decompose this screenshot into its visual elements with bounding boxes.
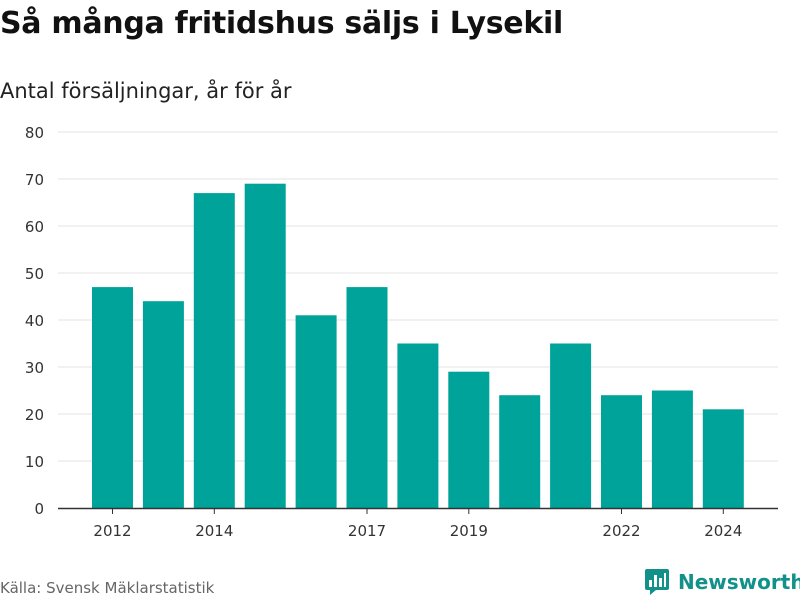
chart-title: Så många fritidshus säljs i Lysekil: [0, 6, 563, 41]
bar: [448, 371, 490, 508]
x-tick-label: 2012: [93, 522, 131, 540]
bar: [142, 301, 184, 508]
y-tick-label: 20: [25, 406, 44, 424]
y-tick-label: 80: [25, 124, 44, 142]
bar: [92, 287, 133, 508]
y-tick-label: 10: [25, 453, 44, 471]
x-tick-label: 2022: [602, 522, 640, 540]
bar: [397, 343, 439, 508]
bar: [193, 193, 235, 508]
x-tick-label: 2017: [348, 522, 386, 540]
bar: [550, 343, 592, 508]
y-tick-label: 70: [25, 171, 44, 189]
bar: [295, 315, 337, 508]
x-tick-label: 2019: [450, 522, 488, 540]
y-tick-label: 40: [25, 312, 44, 330]
y-tick-label: 50: [25, 265, 44, 283]
brand-logo: Newsworthy: [644, 568, 800, 596]
bar: [651, 390, 693, 508]
bar-chart-logo-icon: [645, 569, 669, 595]
y-tick-label: 60: [25, 218, 44, 236]
x-tick-label: 2014: [195, 522, 233, 540]
source-note: Källa: Svensk Mäklarstatistik: [0, 579, 215, 597]
x-tick-label: 2024: [704, 522, 742, 540]
bar: [499, 395, 541, 508]
bar: [601, 395, 642, 508]
bar-chart: 0 10 20 30 40 50 60 70 80 2012 2014 2017 2019 2022 202…: [25, 124, 778, 540]
bar: [244, 183, 286, 508]
bar: [346, 287, 388, 508]
bar: [702, 409, 744, 508]
chart-subtitle: Antal försäljningar, år för år: [0, 79, 292, 103]
y-tick-label: 30: [25, 359, 44, 377]
brand-name: Newsworthy: [678, 570, 800, 594]
y-tick-label: 0: [34, 500, 44, 518]
